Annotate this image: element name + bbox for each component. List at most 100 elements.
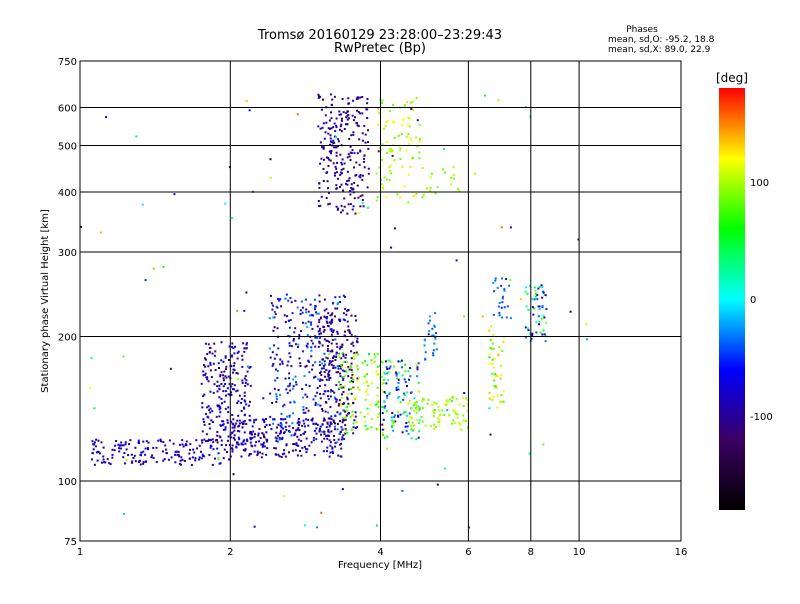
data-point [323, 158, 325, 161]
data-point [355, 421, 358, 424]
data-point [298, 429, 301, 432]
data-point [349, 190, 352, 192]
data-point [318, 430, 321, 433]
data-point [232, 473, 235, 476]
data-point [219, 374, 222, 376]
data-point [216, 385, 219, 388]
data-point [334, 359, 337, 361]
data-point [351, 341, 354, 344]
data-point [237, 436, 240, 439]
data-point [282, 427, 285, 430]
data-point [275, 353, 278, 356]
data-point [93, 407, 96, 410]
data-point [329, 451, 332, 454]
data-point [283, 431, 286, 434]
data-point [331, 312, 334, 315]
data-point [390, 416, 393, 419]
data-point [242, 440, 245, 443]
data-point [129, 439, 132, 442]
data-point [406, 101, 409, 104]
data-point [443, 148, 446, 151]
data-point [448, 414, 451, 417]
data-point [348, 330, 351, 333]
stats-line-o: mean, sd,O: -95.2, 18.8 [608, 35, 715, 45]
data-point [323, 437, 326, 440]
data-point [299, 362, 302, 365]
data-point [410, 437, 413, 440]
data-point [417, 362, 420, 365]
data-point [393, 365, 395, 368]
data-point [203, 364, 205, 367]
data-point [248, 414, 251, 417]
data-point [305, 418, 308, 421]
data-point [120, 447, 123, 450]
data-point [194, 459, 197, 462]
data-point [393, 121, 395, 124]
data-point [442, 168, 445, 171]
data-point [524, 326, 527, 329]
data-point [300, 330, 303, 333]
data-point [346, 432, 348, 435]
data-point [399, 360, 402, 363]
data-point [348, 155, 351, 158]
data-point [391, 150, 394, 153]
data-point [302, 408, 305, 411]
data-point [489, 338, 492, 341]
data-point [331, 450, 334, 453]
data-point [382, 127, 385, 130]
data-point [218, 415, 221, 418]
data-point [408, 400, 411, 402]
data-point [324, 384, 327, 387]
data-point [224, 356, 227, 359]
data-point [358, 388, 361, 391]
data-point [429, 176, 432, 179]
data-point [250, 432, 253, 435]
data-point [329, 134, 332, 137]
data-point [231, 422, 234, 425]
data-point [350, 134, 353, 137]
data-point [413, 410, 416, 413]
data-point [342, 294, 345, 297]
data-point [330, 415, 333, 418]
data-point [341, 436, 344, 439]
data-point [335, 154, 338, 157]
data-point [217, 362, 220, 365]
data-point [331, 350, 334, 353]
data-point [527, 308, 530, 311]
data-point [118, 450, 121, 453]
data-point [418, 140, 421, 143]
data-point [261, 418, 264, 421]
data-point [326, 422, 329, 425]
data-point [330, 389, 333, 392]
data-point [370, 359, 373, 362]
data-point [392, 429, 395, 432]
data-point [354, 395, 357, 398]
data-point [340, 346, 343, 348]
data-point [294, 433, 297, 436]
data-point [377, 373, 380, 376]
data-point [307, 360, 310, 363]
data-point [318, 360, 321, 363]
data-point [305, 407, 308, 410]
data-point [249, 438, 252, 441]
data-point [391, 154, 394, 157]
data-point [328, 424, 331, 427]
data-point [338, 365, 341, 367]
data-point [342, 419, 345, 422]
data-point [325, 121, 328, 124]
data-point [334, 307, 337, 310]
data-point [501, 277, 503, 280]
data-point [327, 165, 330, 167]
data-point [200, 457, 203, 460]
data-point [304, 448, 307, 450]
data-point [410, 416, 413, 419]
data-point [296, 454, 299, 457]
data-point [352, 402, 355, 404]
data-point [417, 405, 420, 408]
data-point [244, 442, 247, 445]
data-point [315, 427, 318, 430]
data-point [337, 353, 340, 356]
data-point [241, 426, 244, 429]
data-point [452, 173, 455, 176]
data-point [352, 422, 355, 425]
